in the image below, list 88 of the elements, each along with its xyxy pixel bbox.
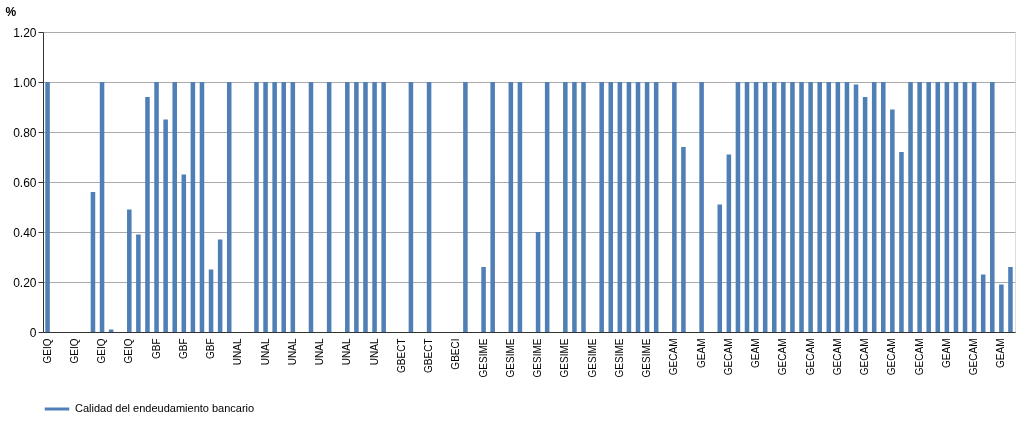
x-tick-label: UNAL xyxy=(314,338,326,366)
x-tick-label: UNAL xyxy=(286,338,298,366)
x-tick-label: GEIQ xyxy=(41,338,53,364)
y-tick-label: 1.20 xyxy=(13,25,37,40)
x-tick-label: UNAL xyxy=(341,338,353,366)
bar xyxy=(881,82,886,332)
legend-label: Calidad del endeudamiento bancario xyxy=(75,402,255,414)
x-tick-label: GBF xyxy=(177,338,189,360)
bar xyxy=(926,82,931,332)
bar xyxy=(354,82,359,332)
bar xyxy=(572,82,577,332)
x-tick-label: GESIME xyxy=(532,338,544,378)
bar xyxy=(672,82,677,332)
bar xyxy=(363,82,368,332)
bar xyxy=(490,82,495,332)
x-tick-label: GBF xyxy=(150,338,162,360)
x-tick-label: GEAM xyxy=(940,338,952,368)
x-tick-label: GECAM xyxy=(968,338,980,376)
bar xyxy=(563,82,568,332)
bar xyxy=(381,82,386,332)
x-tick-label: GBECT xyxy=(395,338,407,373)
bar xyxy=(608,82,614,332)
bar xyxy=(127,209,132,332)
x-tick-label: GEAM xyxy=(995,338,1007,368)
bar xyxy=(154,82,159,332)
x-tick-label: GESIME xyxy=(641,338,653,378)
x-tick-label: UNAL xyxy=(259,338,271,366)
x-tick-label: GEIQ xyxy=(68,338,80,364)
bar xyxy=(481,267,486,332)
x-tick-label: GECAM xyxy=(913,338,925,376)
bar xyxy=(163,119,168,332)
bar xyxy=(681,147,686,332)
bar xyxy=(717,204,723,332)
x-tick-label: GECAM xyxy=(859,338,871,376)
x-tick-label: GBECT xyxy=(423,338,435,373)
bar xyxy=(463,82,468,332)
bar xyxy=(890,109,895,332)
x-tick-label: GECAM xyxy=(831,338,843,376)
bar xyxy=(990,82,995,332)
x-tick-label: GEAM xyxy=(695,338,707,368)
bar xyxy=(272,82,277,332)
bar xyxy=(254,82,259,332)
x-tick-label: UNAL xyxy=(368,338,380,366)
bar xyxy=(45,82,50,332)
bar xyxy=(581,82,586,332)
bar xyxy=(699,82,704,332)
bar xyxy=(917,82,922,332)
x-tick-label: GEIQ xyxy=(96,338,108,364)
y-tick-label: 1.00 xyxy=(13,75,37,90)
bar xyxy=(372,82,377,332)
bar xyxy=(263,82,268,332)
y-axis-title: % xyxy=(5,4,17,19)
x-tick-label: GBECI xyxy=(450,338,462,370)
bar xyxy=(908,82,913,332)
bar xyxy=(999,284,1004,332)
bar xyxy=(345,82,350,332)
y-tick-label: 0.40 xyxy=(13,225,37,240)
y-tick-label: 0.80 xyxy=(13,125,37,140)
x-tick-label: GESIME xyxy=(559,338,571,378)
bar xyxy=(781,82,786,332)
bar xyxy=(599,82,604,332)
x-tick-label: GESIME xyxy=(504,338,516,378)
bar xyxy=(145,97,150,332)
bar xyxy=(136,234,141,332)
x-tick-label: GECAM xyxy=(722,338,734,376)
y-tick-label: 0 xyxy=(29,325,37,340)
bar xyxy=(899,152,904,332)
bar xyxy=(799,82,804,332)
x-tick-label: GEAM xyxy=(750,338,762,368)
bar xyxy=(817,82,822,332)
x-tick-label: GECAM xyxy=(804,338,816,376)
y-tick-label: 0.20 xyxy=(13,275,37,290)
x-tick-label: GECAM xyxy=(886,338,898,376)
x-tick-label: GEIQ xyxy=(123,338,135,364)
x-tick-label: GBF xyxy=(205,338,217,360)
bar xyxy=(1008,267,1013,332)
bar xyxy=(281,82,286,332)
x-tick-label: GESIME xyxy=(586,338,598,378)
bar xyxy=(808,82,813,332)
x-tick-label: GESIME xyxy=(477,338,489,378)
bar xyxy=(772,82,777,332)
bar xyxy=(790,82,795,332)
bar xyxy=(172,82,177,332)
x-tick-label: UNAL xyxy=(232,338,244,366)
x-tick-label: GECAM xyxy=(668,338,680,376)
x-tick-label: GECAM xyxy=(777,338,789,376)
x-tick-label: GESIME xyxy=(613,338,625,378)
y-tick-label: 0.60 xyxy=(13,175,37,190)
